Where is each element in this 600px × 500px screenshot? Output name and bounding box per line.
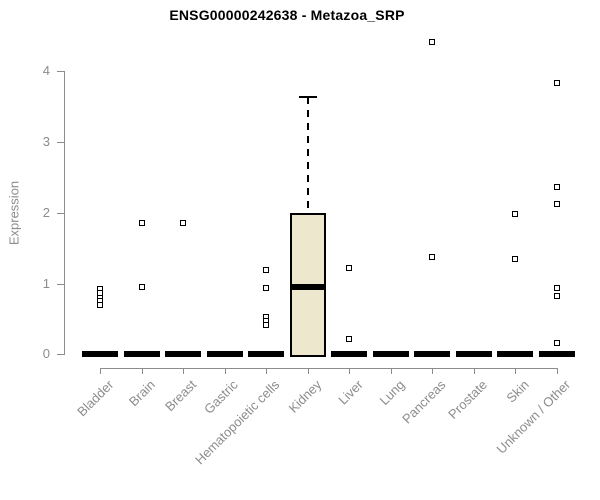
outlier-point xyxy=(97,302,103,309)
x-tick xyxy=(349,368,350,374)
x-tick-label: Bladder xyxy=(74,377,117,420)
outlier-point xyxy=(263,321,269,328)
median-line xyxy=(372,351,409,358)
outlier-point xyxy=(263,285,269,292)
x-tick xyxy=(390,368,392,374)
outlier-point xyxy=(138,220,145,227)
median-line xyxy=(289,284,326,291)
x-tick-label: Unknown / Other xyxy=(493,377,574,457)
x-tick-label: Gastric xyxy=(201,377,242,417)
outlier-point xyxy=(138,284,145,291)
outlier-point xyxy=(512,211,518,218)
y-axis-line xyxy=(64,71,65,356)
x-tick xyxy=(141,368,143,374)
x-tick-label: Kidney xyxy=(285,377,325,416)
x-tick xyxy=(183,368,184,374)
y-tick xyxy=(57,142,64,143)
whisker xyxy=(306,97,309,213)
x-tick xyxy=(266,368,267,374)
outlier-point xyxy=(346,264,352,271)
outlier-point xyxy=(553,292,560,299)
y-tick-label: 4 xyxy=(42,63,50,79)
x-tick-label: Skin xyxy=(503,377,532,406)
x-tick-label: Liver xyxy=(335,377,366,408)
x-tick-label: Pancreas xyxy=(399,377,449,427)
median-line xyxy=(455,351,492,358)
outlier-point xyxy=(180,220,186,227)
outlier-point xyxy=(553,201,560,208)
y-tick-label: 3 xyxy=(42,134,50,149)
median-line xyxy=(248,351,284,358)
outlier-point xyxy=(553,339,560,346)
x-tick-label: Prostate xyxy=(445,377,491,422)
median-line xyxy=(123,351,160,358)
median-line xyxy=(206,351,243,358)
median-line xyxy=(414,351,450,358)
x-tick xyxy=(100,368,101,374)
outlier-point xyxy=(553,285,560,292)
median-line xyxy=(82,351,118,358)
y-tick-label: 1 xyxy=(42,275,50,291)
x-tick xyxy=(224,368,226,374)
whisker-cap xyxy=(298,96,317,99)
y-tick xyxy=(57,283,64,285)
x-tick xyxy=(432,368,433,374)
chart-title: ENSG00000242638 - Metazoa_SRP xyxy=(169,7,405,23)
outlier-point xyxy=(553,80,560,87)
y-tick-label: 0 xyxy=(42,346,50,362)
median-line xyxy=(497,351,533,358)
median-line xyxy=(165,351,201,358)
x-axis-line xyxy=(100,368,558,369)
outlier-point xyxy=(346,336,352,343)
outlier-point xyxy=(512,256,518,263)
y-tick xyxy=(57,212,64,214)
x-tick xyxy=(473,368,475,374)
y-tick xyxy=(57,71,64,73)
x-tick xyxy=(556,368,558,374)
median-line xyxy=(331,351,367,358)
outlier-point xyxy=(429,39,435,46)
x-tick xyxy=(515,368,516,374)
outlier-point xyxy=(553,184,560,191)
x-tick-label: Breast xyxy=(162,377,200,415)
x-tick-label: Brain xyxy=(126,377,159,410)
y-tick xyxy=(57,354,64,356)
outlier-point xyxy=(429,254,435,261)
y-tick-label: 2 xyxy=(42,204,50,220)
x-tick-label: Lung xyxy=(376,377,408,409)
median-line xyxy=(538,351,575,358)
outlier-point xyxy=(263,267,269,274)
x-tick xyxy=(307,368,309,374)
